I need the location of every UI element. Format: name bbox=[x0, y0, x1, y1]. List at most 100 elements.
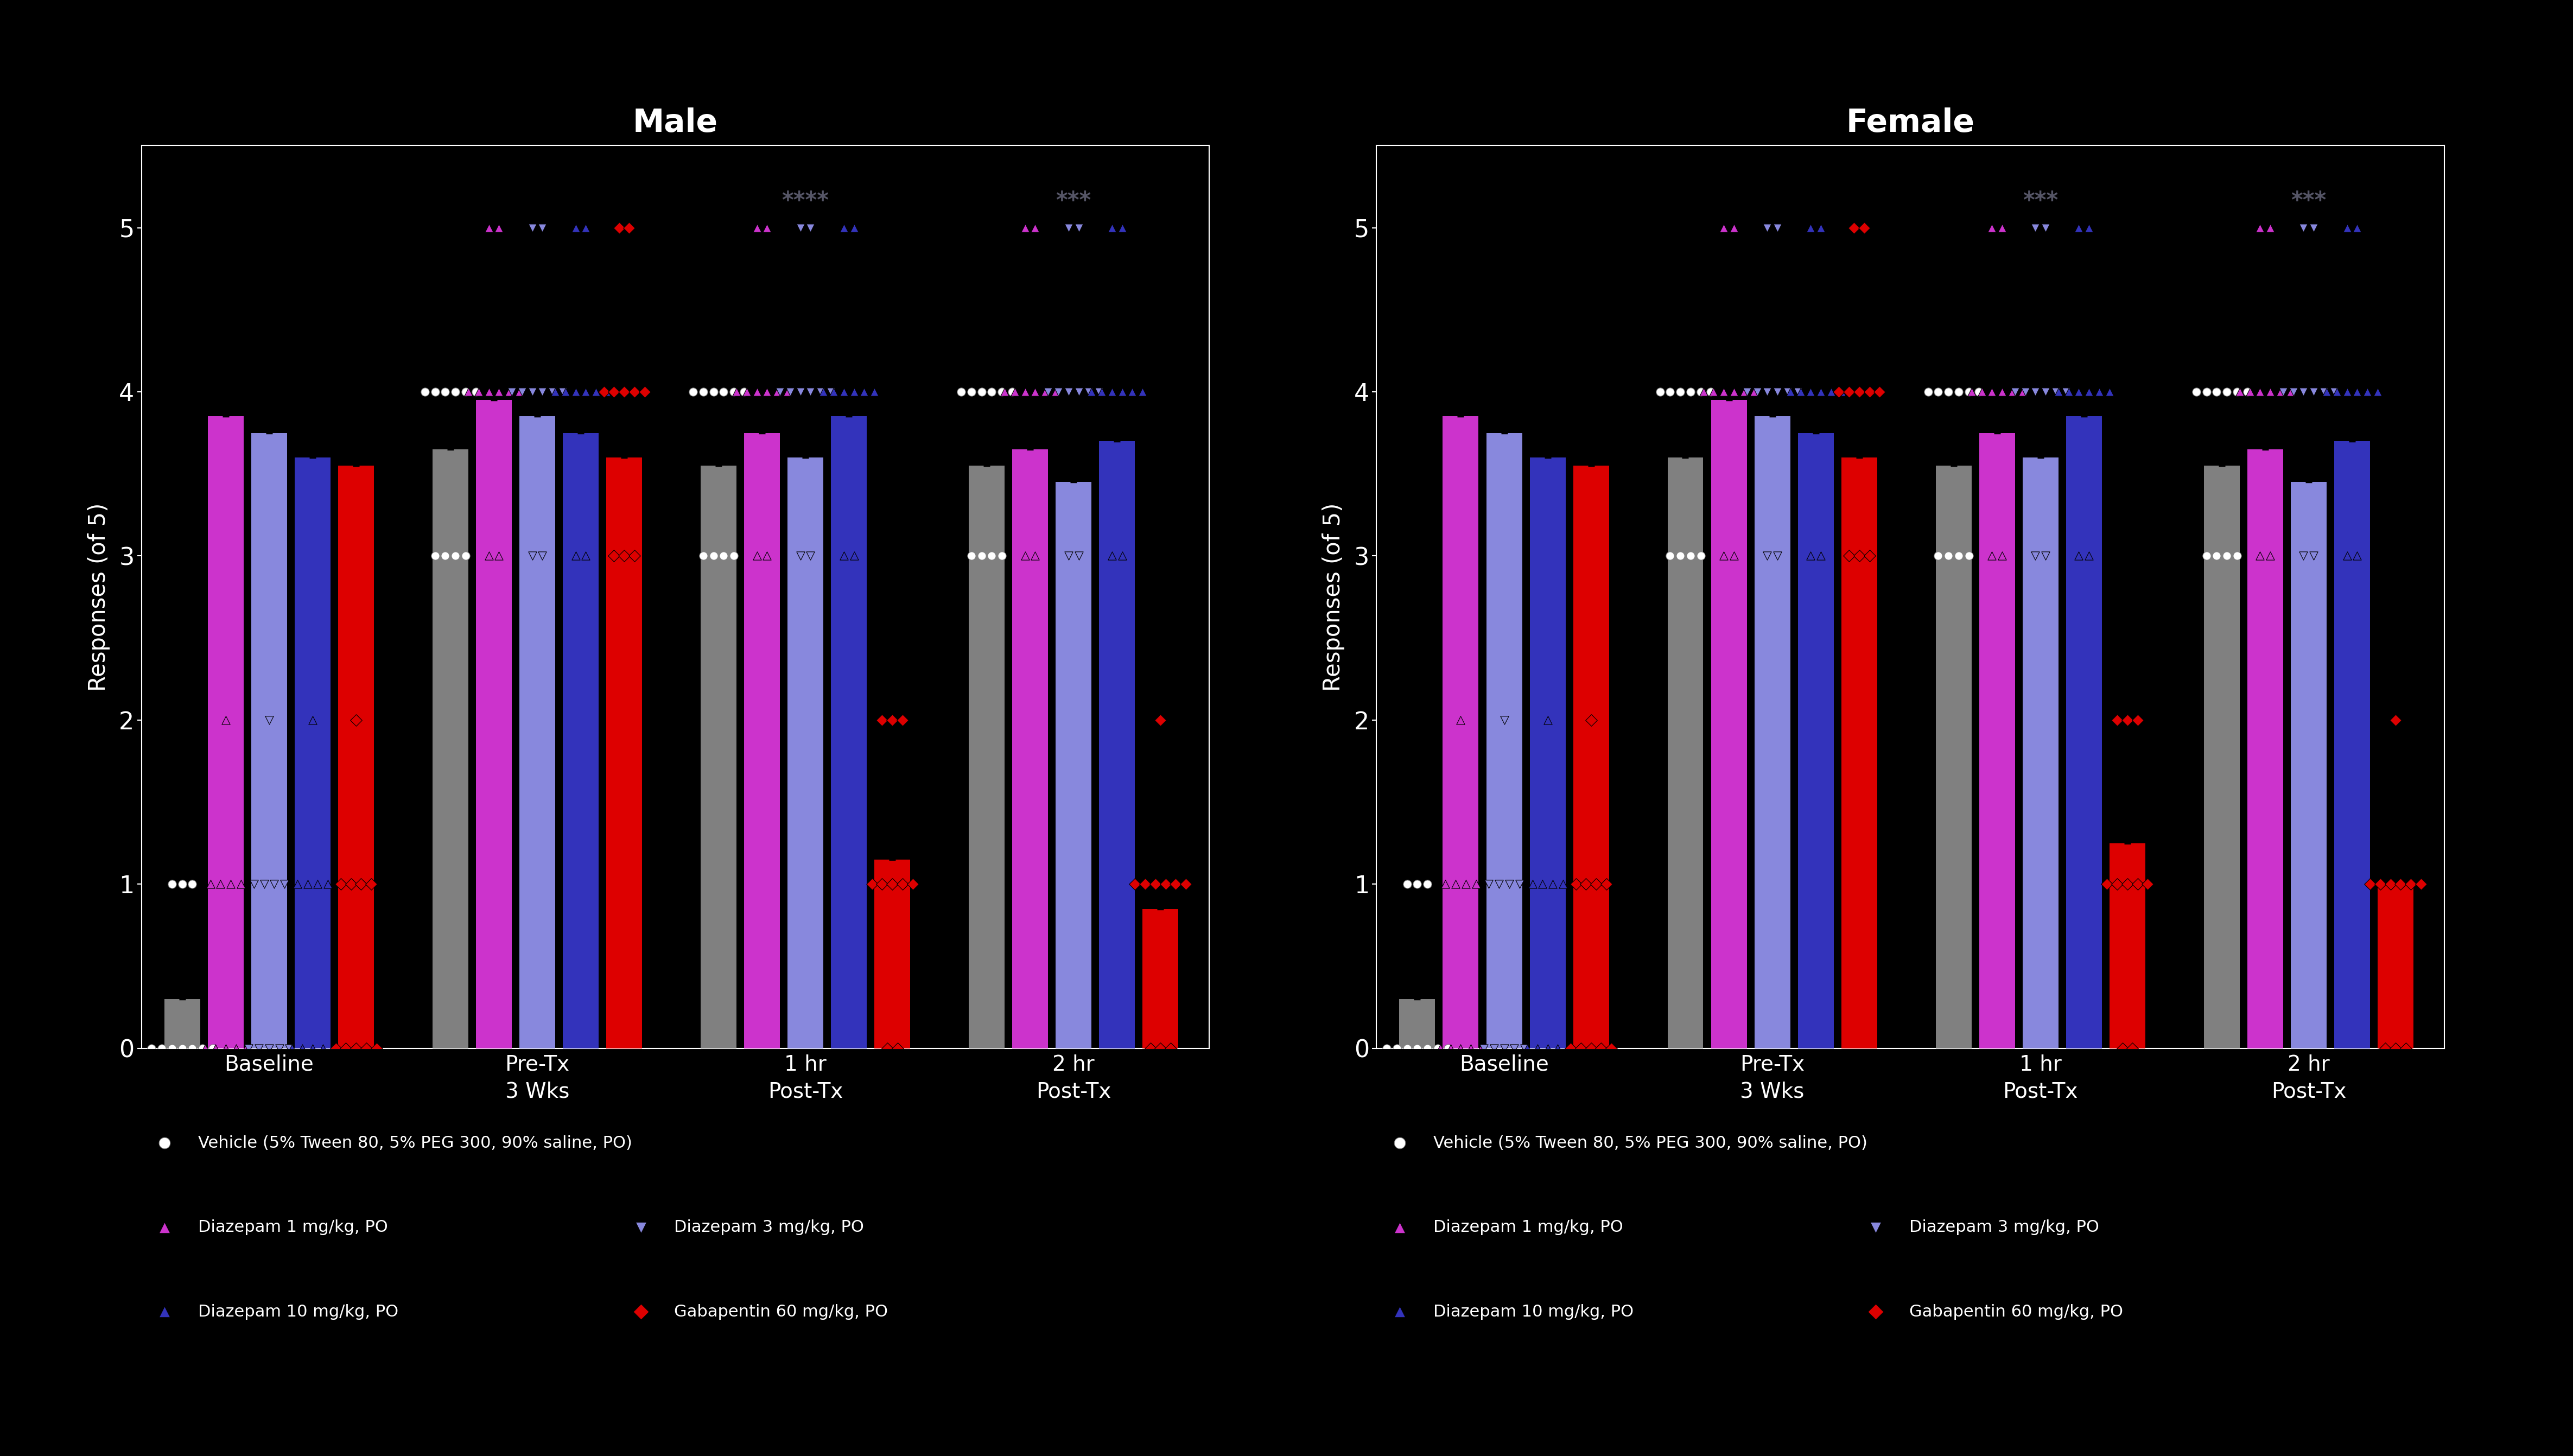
Point bbox=[1554, 872, 1595, 895]
Point bbox=[844, 380, 885, 403]
Point bbox=[1003, 215, 1045, 239]
Point bbox=[620, 1216, 661, 1239]
Point bbox=[2058, 215, 2100, 239]
Point bbox=[1446, 872, 1487, 895]
Point bbox=[2336, 215, 2377, 239]
Point bbox=[1639, 380, 1680, 403]
Point bbox=[715, 380, 756, 403]
Point bbox=[288, 872, 329, 895]
Point bbox=[1155, 872, 1196, 895]
Point bbox=[2128, 872, 2169, 895]
Point bbox=[502, 380, 543, 403]
Point bbox=[2336, 380, 2377, 403]
Point bbox=[1971, 215, 2012, 239]
Point bbox=[610, 215, 651, 239]
Point bbox=[211, 872, 252, 895]
Point bbox=[2195, 545, 2236, 568]
Point bbox=[576, 380, 618, 403]
Point bbox=[185, 1037, 226, 1060]
Point bbox=[193, 1037, 234, 1060]
Point bbox=[1428, 1037, 1469, 1060]
Point bbox=[1757, 380, 1799, 403]
Point bbox=[489, 380, 530, 403]
Point bbox=[713, 380, 754, 403]
Point bbox=[790, 380, 831, 403]
Point bbox=[152, 872, 193, 895]
Point bbox=[1703, 215, 1744, 239]
Point bbox=[1835, 215, 1876, 239]
Point bbox=[2347, 380, 2388, 403]
Point bbox=[746, 215, 787, 239]
Point bbox=[479, 380, 520, 403]
Point bbox=[823, 215, 865, 239]
Bar bbox=[1400, 999, 1436, 1048]
Point bbox=[306, 872, 347, 895]
Point bbox=[2375, 709, 2416, 732]
Bar bbox=[296, 457, 329, 1048]
Point bbox=[1917, 380, 1958, 403]
Point bbox=[1845, 215, 1886, 239]
Point bbox=[162, 872, 203, 895]
Point bbox=[1564, 872, 1606, 895]
Point bbox=[2239, 215, 2280, 239]
Point bbox=[1770, 380, 1811, 403]
Point bbox=[1680, 545, 1721, 568]
Text: Vehicle (5% Tween 80, 5% PEG 300, 90% saline, PO): Vehicle (5% Tween 80, 5% PEG 300, 90% sa… bbox=[198, 1136, 633, 1150]
Point bbox=[183, 1037, 224, 1060]
Point bbox=[1549, 1037, 1590, 1060]
Bar bbox=[563, 432, 600, 1048]
Point bbox=[2326, 545, 2367, 568]
Point bbox=[1747, 215, 1788, 239]
Point bbox=[767, 380, 808, 403]
Text: ***: *** bbox=[1055, 191, 1091, 213]
Point bbox=[1024, 380, 1065, 403]
Point bbox=[834, 545, 875, 568]
Point bbox=[1503, 1037, 1544, 1060]
Point bbox=[1961, 380, 2002, 403]
Text: Diazepam 3 mg/kg, PO: Diazepam 3 mg/kg, PO bbox=[1909, 1220, 2100, 1235]
Point bbox=[2249, 215, 2290, 239]
Point bbox=[2259, 380, 2300, 403]
Bar bbox=[1142, 909, 1178, 1048]
Point bbox=[1508, 1037, 1549, 1060]
Point bbox=[1714, 545, 1755, 568]
Bar bbox=[1011, 450, 1047, 1048]
Point bbox=[2187, 545, 2228, 568]
Point bbox=[1130, 1037, 1171, 1060]
Point bbox=[852, 872, 893, 895]
Point bbox=[1122, 380, 1163, 403]
Point bbox=[2015, 545, 2056, 568]
Point bbox=[2089, 380, 2130, 403]
Point bbox=[2112, 1037, 2154, 1060]
Point bbox=[455, 380, 497, 403]
Point bbox=[414, 545, 455, 568]
Point bbox=[813, 380, 854, 403]
Point bbox=[1927, 545, 1968, 568]
Point bbox=[1469, 872, 1510, 895]
Point bbox=[1047, 545, 1088, 568]
Point bbox=[1479, 872, 1521, 895]
Text: Diazepam 3 mg/kg, PO: Diazepam 3 mg/kg, PO bbox=[674, 1220, 865, 1235]
Point bbox=[201, 872, 242, 895]
Point bbox=[1058, 380, 1099, 403]
Point bbox=[2025, 380, 2066, 403]
Point bbox=[769, 380, 810, 403]
Point bbox=[736, 215, 777, 239]
Point bbox=[2336, 545, 2377, 568]
Point bbox=[1757, 545, 1799, 568]
Point bbox=[1523, 872, 1564, 895]
Point bbox=[736, 545, 777, 568]
Point bbox=[491, 380, 533, 403]
Point bbox=[702, 545, 744, 568]
Title: Male: Male bbox=[633, 108, 718, 138]
Point bbox=[1379, 1300, 1420, 1324]
Point bbox=[468, 380, 509, 403]
Bar bbox=[2334, 441, 2370, 1048]
Bar bbox=[1572, 466, 1608, 1048]
Point bbox=[759, 380, 800, 403]
Point bbox=[1683, 380, 1724, 403]
Point bbox=[2015, 215, 2056, 239]
Point bbox=[1461, 1037, 1503, 1060]
Point bbox=[2293, 215, 2334, 239]
Point bbox=[2107, 872, 2148, 895]
